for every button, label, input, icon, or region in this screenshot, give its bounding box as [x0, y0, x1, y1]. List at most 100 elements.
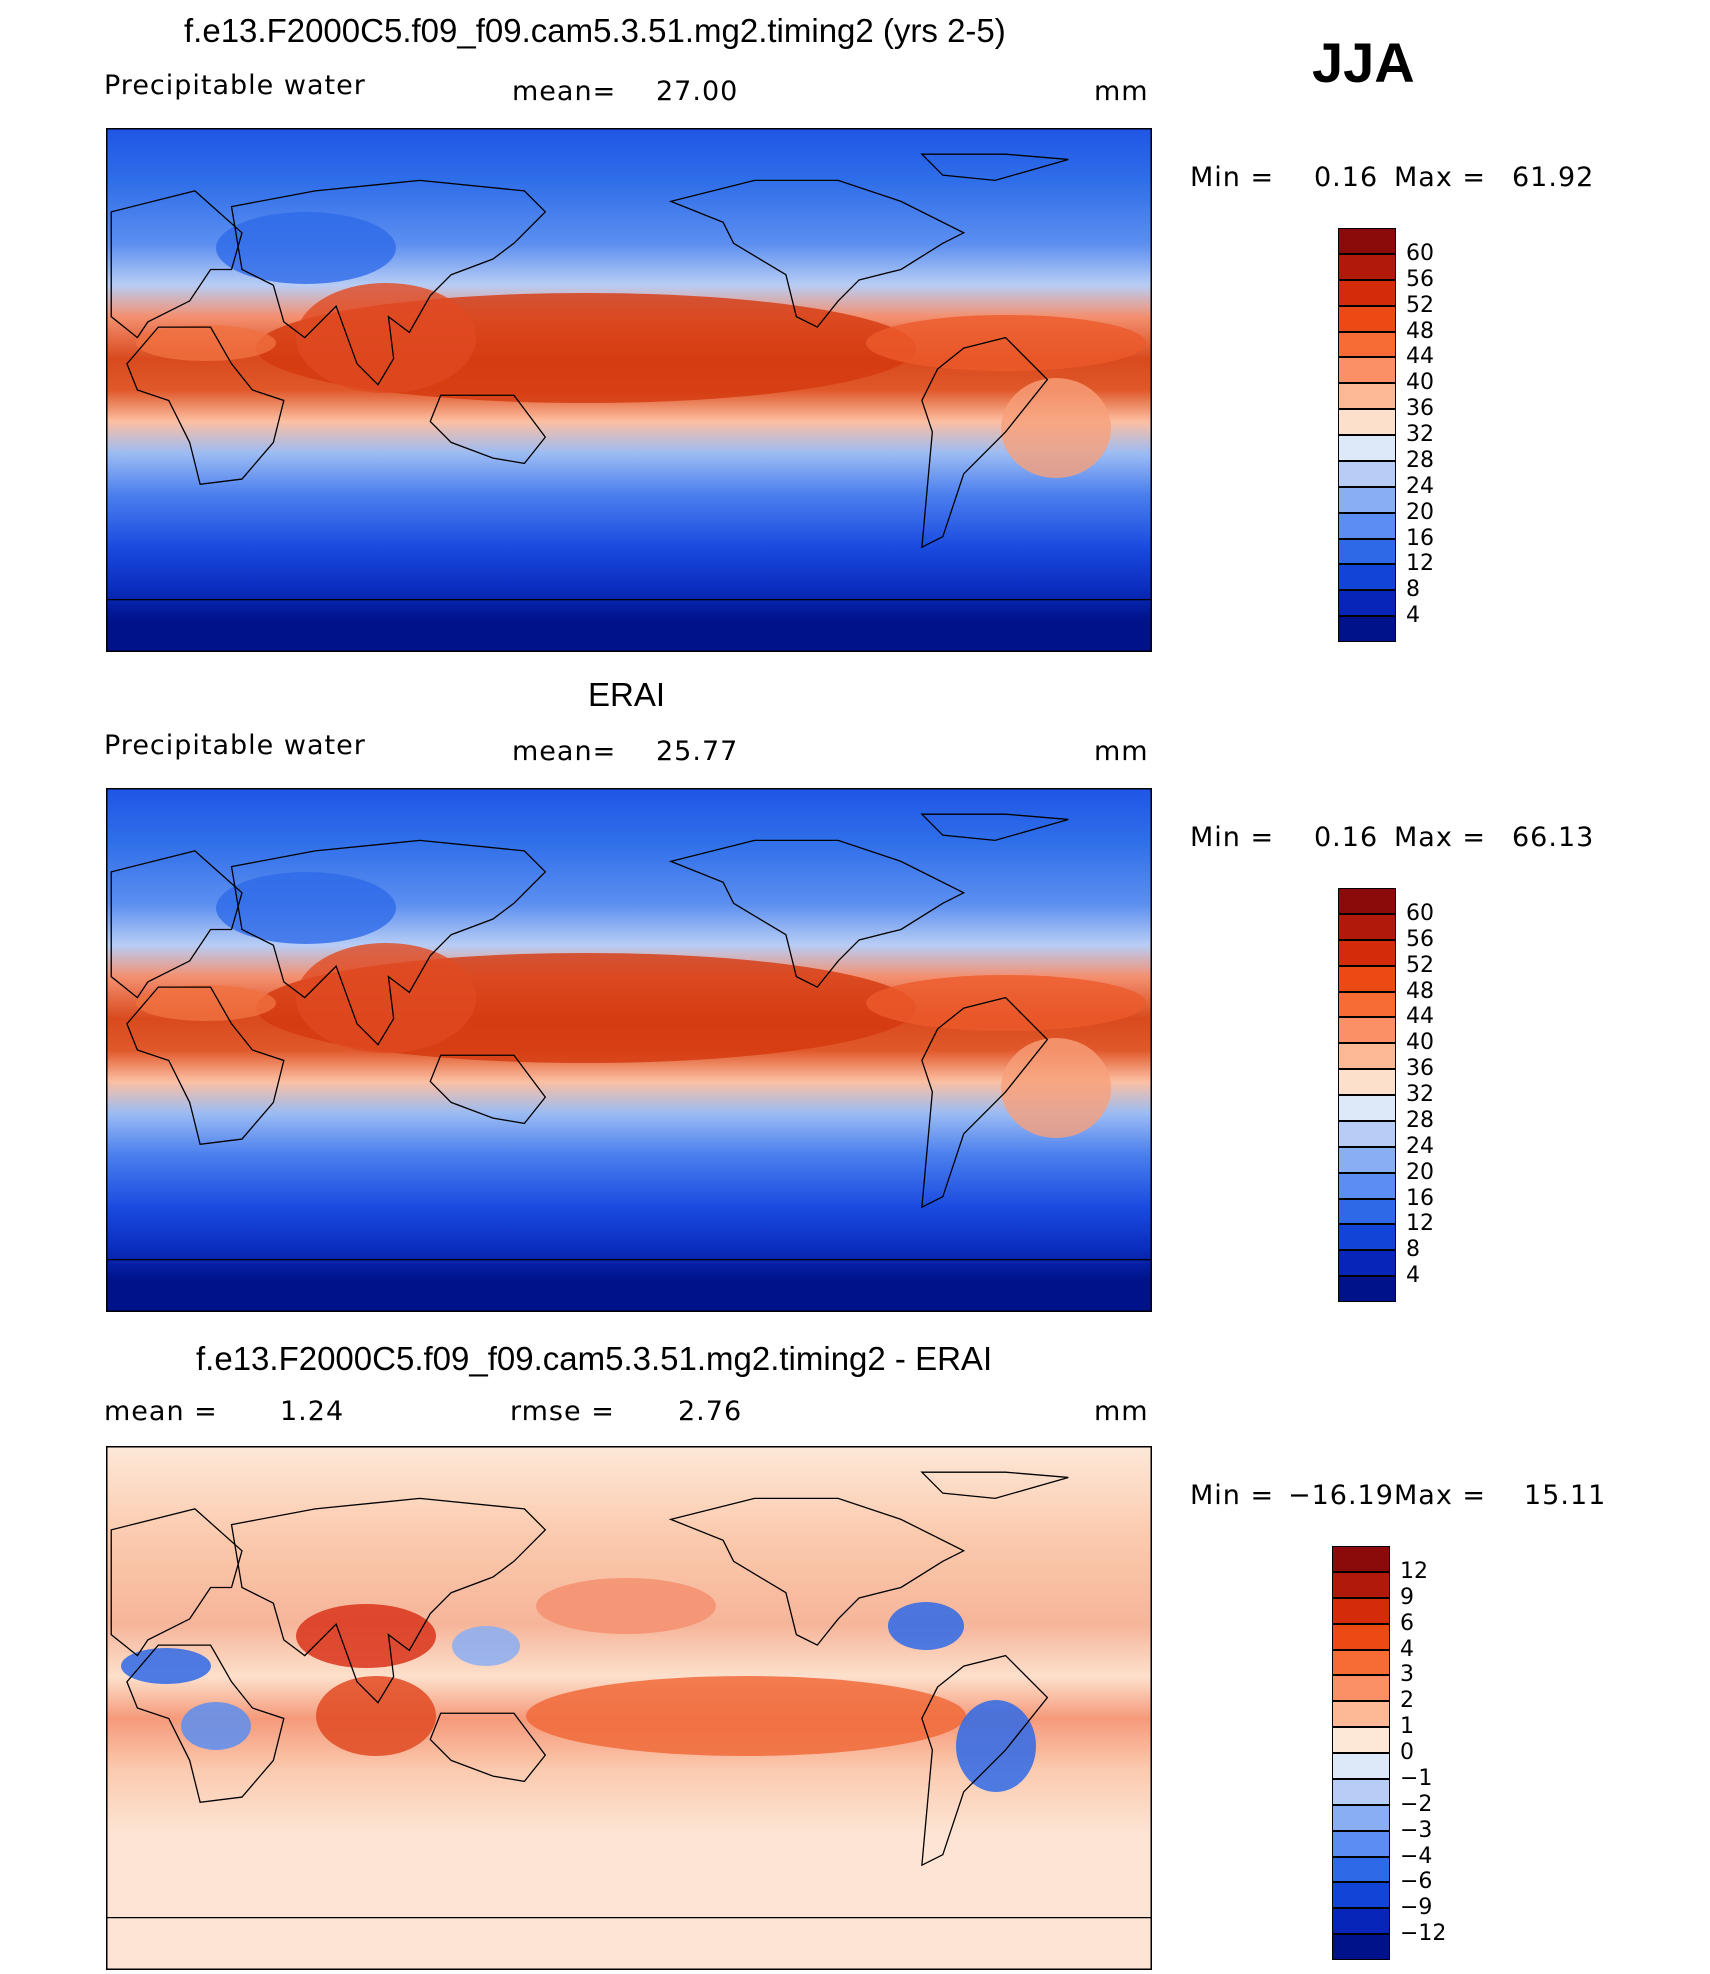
panel-1-max-value: 61.92 [1512, 162, 1595, 193]
colorbar-swatch [1332, 1830, 1390, 1857]
coastline [111, 851, 242, 998]
colorbar-tick-label: 60 [1406, 240, 1434, 266]
colorbar-tick-label: 56 [1406, 266, 1434, 292]
panel-1-title: f.e13.F2000C5.f09_f09.cam5.3.51.mg2.timi… [184, 12, 1006, 49]
panel-1-mean-label: mean= [512, 76, 617, 107]
moisture-region [216, 212, 396, 284]
colorbar-tick-label: 4 [1400, 1636, 1414, 1662]
coastline [127, 327, 284, 484]
panel-2-mean-value: 25.77 [656, 736, 739, 767]
coastline [232, 180, 546, 384]
colorbar-swatch [1338, 1198, 1396, 1225]
colorbar-tick-label: 28 [1406, 1107, 1434, 1133]
moisture-region [216, 872, 396, 944]
colorbar-tick-label: 52 [1406, 292, 1434, 318]
colorbar-tick-label: 6 [1400, 1610, 1414, 1636]
colorbar-tick-label: 24 [1406, 1133, 1434, 1159]
coastline [111, 1509, 242, 1656]
anomaly-region [536, 1578, 716, 1634]
colorbar-tick-label: 36 [1406, 1056, 1434, 1082]
colorbar-tick-label: 28 [1406, 447, 1434, 473]
colorbar-swatch [1338, 913, 1396, 940]
coastline [430, 395, 545, 463]
coastline [106, 1918, 1152, 1970]
panel-1-variable-label: Precipitable water [104, 70, 366, 101]
panel-1-units: mm [1094, 76, 1149, 107]
coastline [232, 840, 546, 1044]
colorbar-tick-label: 40 [1406, 1030, 1434, 1056]
colorbar-tick-label: −6 [1400, 1869, 1433, 1895]
colorbar-tick-label: 24 [1406, 473, 1434, 499]
coastline [430, 1713, 545, 1781]
colorbar-tick-label: 8 [1406, 577, 1420, 603]
colorbar-swatch [1332, 1934, 1390, 1960]
panel-1-min-label: Min = [1190, 162, 1275, 193]
panel-3-max-label: Max = [1394, 1480, 1487, 1511]
colorbar-tick-label: 16 [1406, 525, 1434, 551]
colorbar-tick-label: 8 [1406, 1237, 1420, 1263]
coastline [111, 191, 242, 338]
panel-3-min-label: Min = [1190, 1480, 1275, 1511]
colorbar-swatch [1338, 253, 1396, 280]
moisture-region [296, 283, 476, 393]
colorbar-tick-label: 56 [1406, 926, 1434, 952]
colorbar-tick-label: 12 [1400, 1558, 1428, 1584]
colorbar-swatch [1332, 1701, 1390, 1728]
panel-2-units: mm [1094, 736, 1149, 767]
colorbar-swatch [1338, 1224, 1396, 1251]
colorbar-swatch [1338, 1276, 1396, 1302]
panel-3-units: mm [1094, 1396, 1149, 1427]
panel-2-map [106, 788, 1152, 1312]
anomaly-region [181, 1702, 251, 1750]
coastline [671, 840, 964, 987]
colorbar-swatch [1338, 435, 1396, 461]
panel-2-min-value: 0.16 [1314, 822, 1379, 853]
coastline [922, 1472, 1068, 1498]
colorbar-tick-label: 1 [1400, 1714, 1414, 1740]
colorbar-tick-label: 44 [1406, 344, 1434, 370]
panel-3-title: f.e13.F2000C5.f09_f09.cam5.3.51.mg2.timi… [196, 1340, 993, 1377]
moisture-region [296, 943, 476, 1053]
map-frame [106, 128, 1152, 652]
panel-3-map [106, 1446, 1152, 1970]
colorbar-tick-label: −3 [1400, 1817, 1433, 1843]
colorbar-tick-label: −12 [1400, 1921, 1447, 1947]
colorbar-tick-label: −4 [1400, 1843, 1433, 1869]
colorbar-swatch [1338, 383, 1396, 410]
colorbar-swatch [1338, 512, 1396, 539]
colorbar-swatch [1338, 888, 1396, 914]
colorbar-swatch [1338, 590, 1396, 617]
panel-1-min-value: 0.16 [1314, 162, 1379, 193]
colorbar-swatch [1338, 460, 1396, 487]
colorbar-swatch [1338, 409, 1396, 435]
colorbar-swatch [1338, 965, 1396, 992]
colorbar-swatch [1338, 1017, 1396, 1044]
panel-2-max-label: Max = [1394, 822, 1487, 853]
colorbar-swatch [1338, 1120, 1396, 1147]
colorbar-swatch [1332, 1856, 1390, 1883]
colorbar-tick-label: −2 [1400, 1791, 1433, 1817]
moisture-region [1001, 378, 1111, 478]
panel-1-colorbar: 60 56 52 48 44 40 36 32 28 24 20 16 12 8 4 [1338, 228, 1434, 642]
anomaly-region [526, 1676, 966, 1756]
panel-2-min-label: Min = [1190, 822, 1275, 853]
colorbar-swatch [1338, 564, 1396, 591]
anomaly-region [956, 1700, 1036, 1792]
colorbar-swatch [1338, 1043, 1396, 1070]
colorbar-swatch [1338, 616, 1396, 642]
colorbar-swatch [1338, 331, 1396, 358]
coastline [922, 154, 1068, 180]
colorbar-tick-label: 60 [1406, 900, 1434, 926]
colorbar-swatch [1338, 1172, 1396, 1199]
colorbar-tick-label: 3 [1400, 1662, 1414, 1688]
panel-1-max-label: Max = [1394, 162, 1487, 193]
anomaly-region [452, 1626, 520, 1666]
coastline [922, 1656, 1048, 1866]
anomaly-region [888, 1602, 964, 1650]
panel-3-colorbar: 12 9 6 4 3 2 1 0 −1 −2 −3 −4 −6 −9 −12 [1332, 1546, 1446, 1960]
coastline [922, 814, 1068, 840]
colorbar-tick-label: 36 [1406, 396, 1434, 422]
colorbar-swatch [1332, 1753, 1390, 1779]
colorbar-swatch [1332, 1675, 1390, 1702]
map-frame [106, 1446, 1152, 1970]
